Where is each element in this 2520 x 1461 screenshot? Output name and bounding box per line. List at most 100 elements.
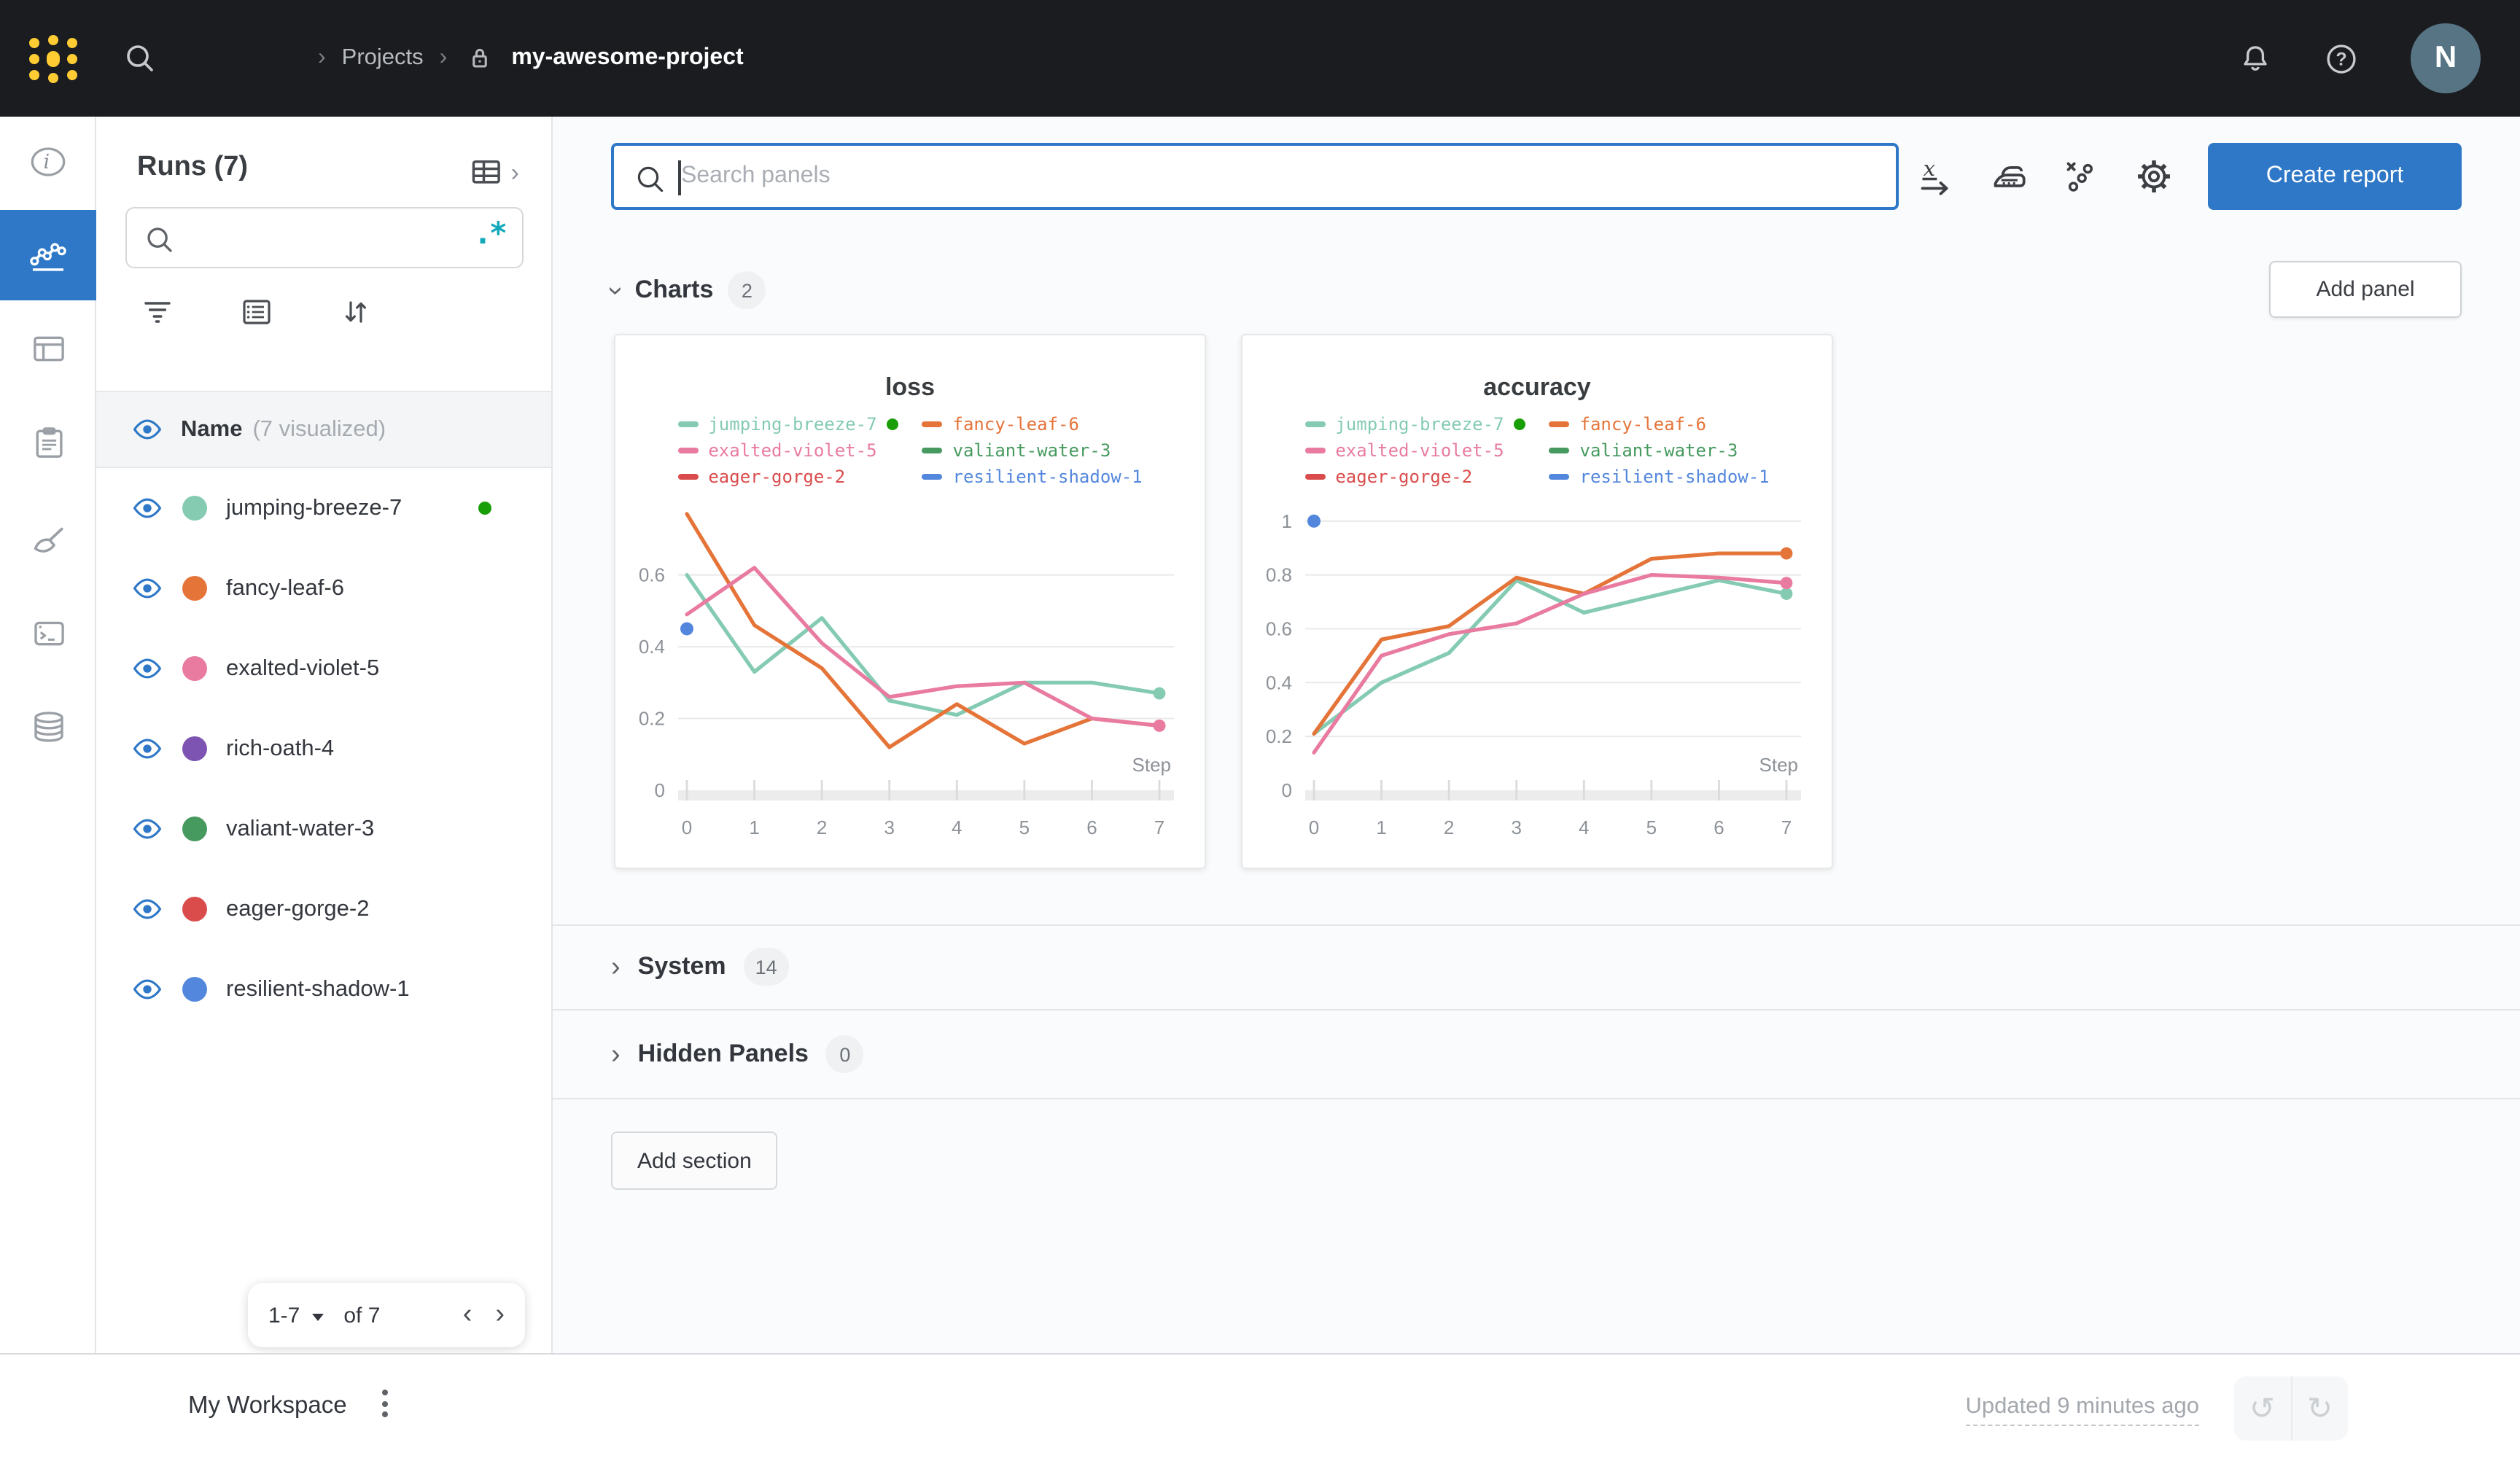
legend-label: fancy-leaf-6	[1579, 413, 1706, 434]
run-name[interactable]: valiant-water-3	[226, 816, 375, 841]
nav-overview-icon[interactable]: i	[0, 120, 96, 204]
eye-visible-icon[interactable]	[131, 497, 163, 519]
page-range[interactable]: 1-7	[268, 1303, 300, 1328]
eye-visible-icon[interactable]	[131, 418, 163, 440]
svg-text:1: 1	[1376, 817, 1386, 838]
eye-visible-icon[interactable]	[131, 978, 163, 1000]
legend-swatch	[1304, 473, 1326, 479]
chart-panel-accuracy[interactable]: accuracy jumping-breeze-7 fancy-leaf-6 exa…	[1241, 334, 1833, 869]
legend-label: fancy-leaf-6	[952, 413, 1079, 434]
chart-panel-loss[interactable]: loss jumping-breeze-7 fancy-leaf-6 exalted…	[614, 334, 1206, 869]
create-report-button[interactable]: Create report	[2208, 143, 2462, 210]
run-row-fancy-leaf-6[interactable]: fancy-leaf-6	[96, 548, 551, 628]
redo-button[interactable]: ↻	[2306, 1392, 2333, 1425]
svg-text:0: 0	[1309, 817, 1319, 838]
chevron-down-icon[interactable]: ›	[600, 285, 631, 295]
text-cursor	[678, 160, 680, 195]
legend-item-jumping-breeze-7: jumping-breeze-7	[1304, 411, 1526, 436]
runs-name-header[interactable]: Name (7 visualized)	[96, 391, 551, 468]
eye-visible-icon[interactable]	[131, 898, 163, 920]
nav-table-icon[interactable]	[0, 306, 96, 391]
expand-chevron-icon[interactable]: ›	[510, 159, 519, 187]
svg-text:0.4: 0.4	[1266, 671, 1292, 693]
notifications-bell-icon[interactable]	[2237, 41, 2274, 77]
nav-terminal-icon[interactable]	[0, 591, 96, 675]
sort-icon[interactable]	[338, 295, 373, 330]
nav-logs-icon[interactable]	[0, 400, 96, 484]
svg-text:0.2: 0.2	[639, 708, 665, 730]
legend-label: exalted-violet-5	[1335, 440, 1504, 460]
chart-legend: jumping-breeze-7 fancy-leaf-6 exalted-viol…	[1242, 411, 1832, 488]
chevron-right-icon: ›	[318, 45, 326, 70]
avatar[interactable]: N	[2411, 23, 2481, 93]
next-page-button[interactable]: ›	[495, 1299, 505, 1330]
panel-search-input[interactable]	[681, 149, 1877, 204]
system-section-header[interactable]: › System 14	[553, 924, 2520, 1010]
add-section-button[interactable]: Add section	[611, 1131, 778, 1190]
group-list-icon[interactable]	[239, 295, 274, 330]
nav-artifacts-icon[interactable]	[0, 684, 96, 768]
run-row-valiant-water-3[interactable]: valiant-water-3	[96, 789, 551, 869]
run-row-eager-gorge-2[interactable]: eager-gorge-2	[96, 869, 551, 949]
prev-page-button[interactable]: ‹	[462, 1299, 472, 1330]
run-name[interactable]: exalted-violet-5	[226, 655, 380, 680]
chevron-right-icon[interactable]: ›	[611, 951, 621, 982]
nav-sweeps-icon[interactable]	[0, 499, 96, 583]
help-icon[interactable]: ?	[2323, 41, 2360, 77]
run-name[interactable]: resilient-shadow-1	[226, 976, 410, 1001]
add-panel-button[interactable]: Add panel	[2269, 261, 2462, 318]
search-icon[interactable]	[122, 41, 158, 76]
run-name[interactable]: eager-gorge-2	[226, 896, 370, 921]
undo-button[interactable]: ↺	[2234, 1376, 2292, 1441]
chart-legend: jumping-breeze-7 fancy-leaf-6 exalted-viol…	[615, 411, 1205, 488]
legend-swatch	[677, 473, 699, 479]
breadcrumb-project-name[interactable]: my-awesome-project	[511, 45, 744, 70]
svg-text:7: 7	[1781, 817, 1792, 838]
legend-item-fancy-leaf-6: fancy-leaf-6	[922, 411, 1143, 436]
legend-swatch	[922, 473, 943, 479]
run-name[interactable]: rich-oath-4	[226, 736, 335, 760]
filter-icon[interactable]	[140, 295, 175, 330]
run-row-jumping-breeze-7[interactable]: jumping-breeze-7	[96, 468, 551, 548]
svg-text:?: ?	[2336, 49, 2346, 69]
eye-visible-icon[interactable]	[131, 577, 163, 599]
run-name[interactable]: jumping-breeze-7	[226, 495, 402, 520]
top-bar: › Projects › my-awesome-project ? N	[0, 0, 2520, 117]
run-row-rich-oath-4[interactable]: rich-oath-4	[96, 709, 551, 789]
breadcrumb-projects[interactable]: Projects	[341, 45, 424, 70]
workspace-name[interactable]: My Workspace	[188, 1392, 347, 1419]
smoothing-icon[interactable]	[1988, 156, 2029, 197]
workspace-menu-kebab-icon[interactable]	[382, 1390, 388, 1417]
eye-visible-icon[interactable]	[131, 738, 163, 760]
nav-charts-icon[interactable]	[0, 210, 96, 300]
svg-text:5: 5	[1646, 817, 1657, 838]
eye-visible-icon[interactable]	[131, 658, 163, 679]
page-range-dropdown-icon[interactable]	[311, 1313, 324, 1320]
legend-item-fancy-leaf-6: fancy-leaf-6	[1549, 411, 1770, 436]
run-name[interactable]: fancy-leaf-6	[226, 575, 344, 600]
chevron-right-icon[interactable]: ›	[611, 1039, 621, 1070]
eye-visible-icon[interactable]	[131, 818, 163, 840]
updated-timestamp[interactable]: Updated 9 minutes ago	[1965, 1394, 2199, 1426]
accuracy-chart: 0 0.2 0.4 0.6 0.8 1 0 1 2 3 4 5 6 7 Step	[1266, 510, 1801, 838]
panel-search-box[interactable]	[611, 143, 1899, 210]
svg-text:0.4: 0.4	[639, 636, 665, 658]
legend-item-eager-gorge-2: eager-gorge-2	[1304, 464, 1525, 488]
outliers-icon[interactable]	[2061, 156, 2101, 197]
legend-item-jumping-breeze-7: jumping-breeze-7	[677, 411, 899, 436]
wandb-logo[interactable]	[29, 28, 93, 89]
charts-section-header[interactable]: › Charts 2	[600, 262, 766, 318]
lock-icon	[472, 48, 487, 68]
runs-table-toggle-icon[interactable]	[470, 155, 508, 192]
svg-text:0.6: 0.6	[1266, 617, 1292, 639]
x-axis-settings-icon[interactable]: x	[1915, 156, 1956, 197]
regex-toggle-icon[interactable]: .*	[473, 216, 508, 251]
svg-text:0: 0	[655, 779, 665, 801]
runs-search-box[interactable]: .*	[125, 207, 524, 268]
run-row-exalted-violet-5[interactable]: exalted-violet-5	[96, 628, 551, 709]
svg-text:5: 5	[1019, 817, 1030, 838]
legend-label: valiant-water-3	[952, 440, 1111, 460]
run-row-resilient-shadow-1[interactable]: resilient-shadow-1	[96, 949, 551, 1029]
hidden-panels-section-header[interactable]: › Hidden Panels 0	[553, 1010, 2520, 1099]
settings-gear-icon[interactable]	[2134, 156, 2174, 197]
